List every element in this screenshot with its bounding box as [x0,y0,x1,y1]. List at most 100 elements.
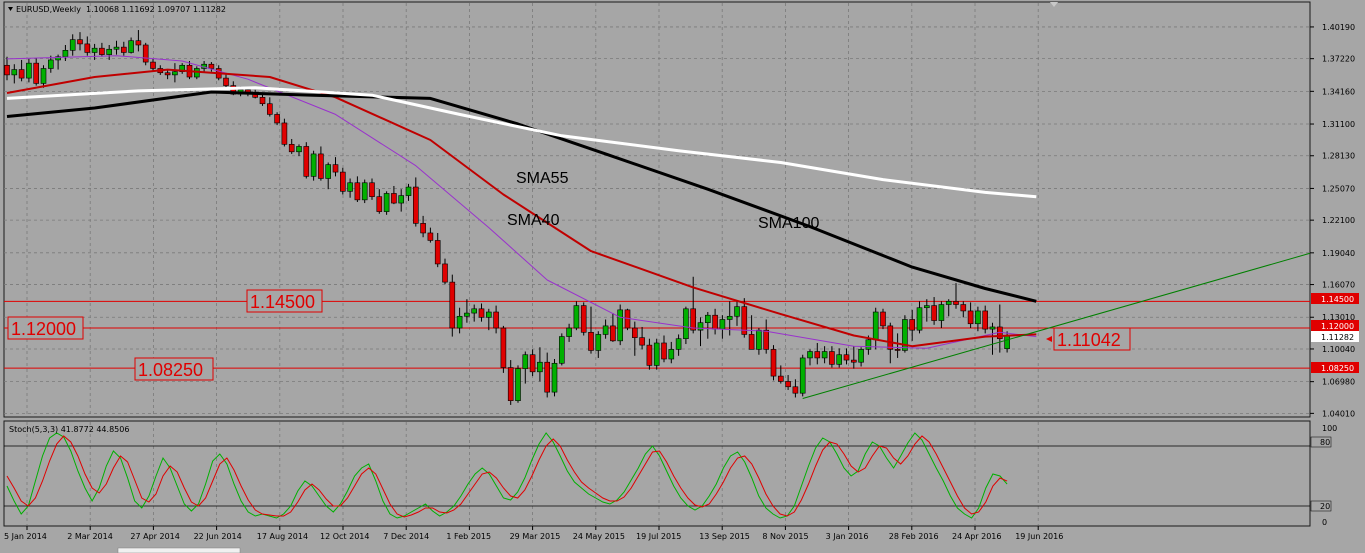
candle-body [704,314,711,323]
candle-body [967,310,974,325]
candle-body [683,308,689,340]
svg-text:1.11042: 1.11042 [1057,330,1121,350]
sma40-annotation: SMA40 [507,212,560,229]
y-tick-label: 1.16070 [1322,281,1355,290]
candle-body [434,240,441,265]
candle-body [150,61,156,69]
x-tick-label: 1 Feb 2015 [446,532,491,541]
candle-body [668,349,675,360]
candle-body [748,334,755,350]
candle-body [259,97,266,105]
x-tick-label: 28 Feb 2016 [889,532,939,541]
x-tick-label: 7 Dec 2014 [383,532,429,541]
candle-body [777,375,784,382]
candle-body [953,301,959,305]
x-tick-label: 22 Jun 2014 [194,532,242,541]
candle-body [763,329,770,350]
candle-body [128,40,134,53]
candle-body [478,308,485,318]
candle-body [99,47,105,55]
stoch-tag-20-box [1310,500,1332,512]
candle-body [339,171,346,192]
level-label-1-0825: 1.08250 [134,357,214,381]
sma-line-sma200 [6,86,1037,199]
symbol-label: EURUSD,Weekly [16,5,81,14]
candle-body [288,144,295,153]
y-tick-label: 1.22100 [1322,216,1355,225]
candle-body [836,354,843,365]
candle-body [26,62,32,79]
x-tick-label: 2 Mar 2014 [67,532,113,541]
candle-body [464,312,470,317]
candle-body [347,182,353,192]
candle-body [872,311,879,341]
candle-body [121,46,127,53]
candle-body [661,342,667,360]
candle-body [923,305,930,309]
y-tick-label: 1.40190 [1322,23,1355,32]
candle-body [595,334,602,351]
svg-text:1.08250: 1.08250 [138,360,203,380]
candle-body [573,305,580,329]
x-tick-label: 24 May 2015 [573,532,625,541]
price-axis: 1.40190 1.37220 1.34160 1.31100 1.28130 1.250… [1310,23,1355,418]
y-tick-label: 1.10040 [1322,345,1355,354]
y-tick-label: 1.13010 [1322,313,1355,322]
candle-body [909,319,916,331]
x-tick-label: 13 Sep 2015 [699,532,750,541]
candle-body [938,304,945,321]
candle-body [325,164,332,179]
candle-body [799,357,806,394]
candle-body [697,322,704,331]
candle-body [18,69,25,79]
candle-body [675,338,682,350]
candle-body [653,342,660,366]
chart-tab[interactable] [117,547,241,553]
candle-body [172,71,178,76]
y-tick-label: 1.04010 [1322,409,1355,418]
candle-body [274,114,280,124]
candle-body [33,62,40,84]
candle-body [639,337,645,346]
candle-body [551,362,558,393]
candle-body [456,315,463,329]
stoch-signal-line [6,435,1008,518]
candle-body [544,361,551,393]
candle-body [296,146,302,153]
candle-body [84,43,91,53]
candle-body [471,308,478,314]
svg-text:1.12000: 1.12000 [1321,322,1354,331]
stoch-tag-80-box [1310,436,1332,448]
candle-body [931,305,937,321]
candle-body [982,310,989,330]
candle-body [807,351,813,359]
candle-body [135,40,142,46]
svg-text:1.14500: 1.14500 [1321,295,1354,304]
candle-body [734,306,740,317]
y-tick-label: 1.34160 [1322,87,1355,96]
candle-body [894,349,901,351]
x-tick-label: 5 Jan 2014 [4,532,47,541]
candle-body [617,309,624,342]
x-tick-label: 27 Apr 2014 [130,532,179,541]
y-tick-label: 1.19040 [1322,249,1355,258]
candle-body [361,182,368,201]
candle-body [266,103,273,115]
y-tick-label: 1.06980 [1322,378,1355,387]
dropdown-triangle-icon[interactable] [8,7,13,11]
candle-body [398,195,405,204]
panel-marker-icon [1050,2,1058,7]
sma100-annotation: SMA100 [758,215,819,232]
candle-body [376,196,383,212]
candle-body [566,327,572,337]
candle-body [887,325,894,350]
candle-body [785,381,791,388]
sma55-annotation: SMA55 [516,170,569,187]
candle-body [11,69,18,76]
current-price-label: 1.11042 [1046,327,1131,351]
candle-body [427,232,434,241]
candle-body [580,305,587,333]
candle-body [610,325,616,342]
stoch-axis-80: 80 [1320,438,1330,447]
